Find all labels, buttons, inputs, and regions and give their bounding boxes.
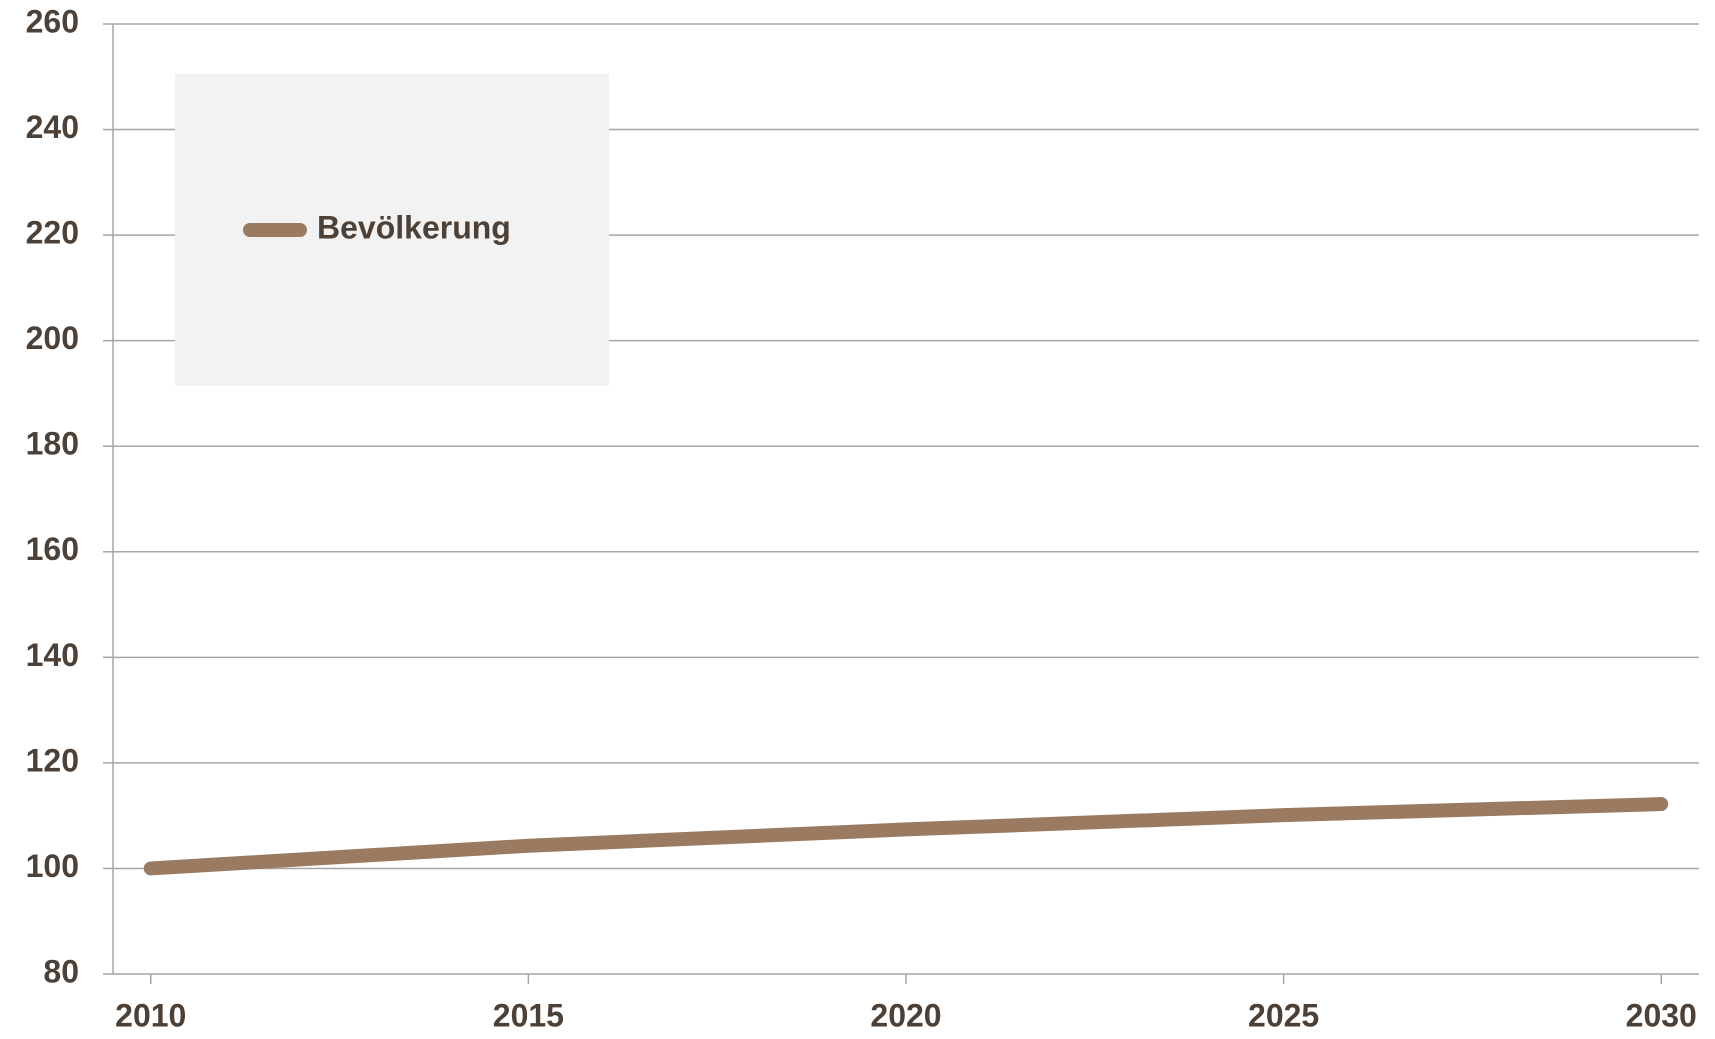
y-tick-label: 240 [26,109,79,145]
y-tick-label: 180 [26,426,79,462]
y-tick-label: 100 [26,848,79,884]
y-tick-label: 220 [26,215,79,251]
x-tick-label: 2030 [1626,997,1697,1033]
x-tick-label: 2010 [115,997,186,1033]
x-tick-label: 2020 [870,997,941,1033]
x-tick-label: 2015 [493,997,564,1033]
y-tick-label: 80 [43,953,79,989]
data-line [143,797,1669,876]
y-tick-label: 160 [26,531,79,567]
legend-label: Bevölkerung [317,209,511,245]
y-tick-label: 200 [26,320,79,356]
y-tick-label: 140 [26,637,79,673]
y-tick-label: 120 [26,742,79,778]
y-tick-label: 260 [26,3,79,39]
x-tick-label: 2025 [1248,997,1319,1033]
